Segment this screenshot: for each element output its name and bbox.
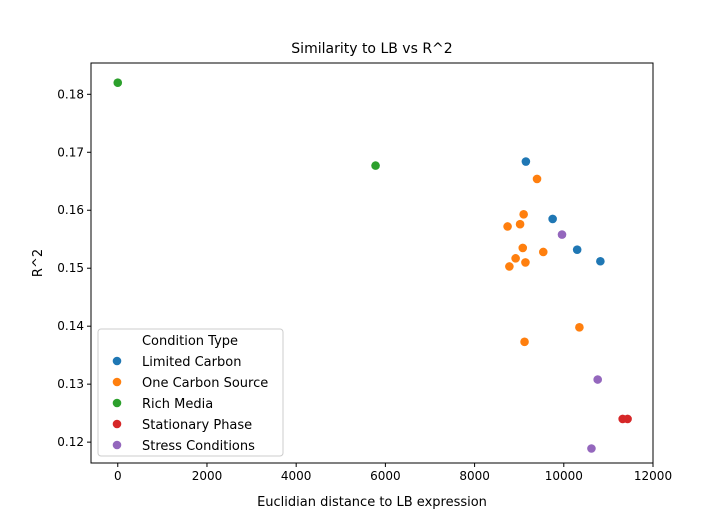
y-tick-label: 0.17 bbox=[57, 145, 84, 159]
legend-label: Stress Conditions bbox=[142, 439, 255, 454]
legend-label: Limited Carbon bbox=[142, 355, 241, 370]
data-point bbox=[503, 222, 512, 231]
legend-label: Stationary Phase bbox=[142, 418, 252, 433]
x-tick-label: 6000 bbox=[370, 469, 401, 483]
x-axis: 0 2000 4000 6000 8000 10000 12000 bbox=[114, 463, 672, 483]
data-point bbox=[548, 214, 557, 224]
plot-area bbox=[90, 62, 654, 464]
x-tick-label: 10000 bbox=[545, 469, 583, 483]
data-point bbox=[572, 245, 582, 254]
data-point bbox=[515, 219, 525, 229]
legend-marker bbox=[112, 398, 122, 408]
legend: Condition Type Limited Carbon One Carbon … bbox=[97, 328, 284, 457]
legend-entries: Limited Carbon One Carbon Source Rich Medi… bbox=[112, 355, 268, 454]
data-point bbox=[557, 230, 567, 239]
data-point bbox=[596, 256, 605, 266]
data-point bbox=[575, 323, 584, 332]
plot-frame bbox=[90, 62, 654, 464]
y-tick-label: 0.15 bbox=[57, 261, 84, 275]
legend-title: Condition Type bbox=[142, 334, 238, 349]
data-points bbox=[113, 78, 632, 453]
data-point bbox=[505, 262, 514, 271]
legend-marker bbox=[112, 356, 122, 366]
y-tick-label: 0.12 bbox=[57, 435, 84, 449]
x-tick-label: 0 bbox=[114, 469, 122, 483]
y-tick-label: 0.13 bbox=[57, 377, 84, 391]
data-point bbox=[519, 210, 528, 219]
legend-label: One Carbon Source bbox=[142, 376, 268, 391]
data-point bbox=[518, 243, 528, 253]
x-tick-label: 2000 bbox=[192, 469, 223, 483]
data-point bbox=[532, 174, 542, 184]
data-point bbox=[511, 254, 520, 263]
data-point bbox=[623, 414, 632, 424]
legend-marker bbox=[112, 440, 122, 450]
data-point bbox=[587, 444, 596, 453]
data-point bbox=[371, 161, 380, 170]
legend-marker bbox=[112, 377, 122, 387]
x-tick-label: 12000 bbox=[634, 469, 672, 483]
data-point bbox=[521, 258, 530, 267]
chart-title: Similarity to LB vs R^2 bbox=[291, 41, 452, 57]
data-point bbox=[593, 375, 602, 384]
x-tick-label: 4000 bbox=[281, 469, 312, 483]
legend-label: Rich Media bbox=[142, 397, 213, 412]
y-tick-label: 0.18 bbox=[57, 87, 84, 101]
legend-box bbox=[97, 328, 284, 457]
legend-marker bbox=[112, 419, 122, 429]
data-point bbox=[521, 157, 531, 166]
y-tick-label: 0.16 bbox=[57, 203, 84, 217]
x-axis-label: Euclidian distance to LB expression bbox=[257, 495, 487, 510]
data-point bbox=[520, 337, 529, 347]
y-axis: 0.12 0.13 0.14 0.15 0.16 0.17 0.18 bbox=[57, 87, 91, 449]
data-point bbox=[113, 78, 123, 88]
y-tick-label: 0.14 bbox=[57, 319, 84, 333]
x-tick-label: 8000 bbox=[459, 469, 490, 483]
y-axis-label: R^2 bbox=[31, 249, 46, 277]
data-point bbox=[538, 247, 548, 257]
